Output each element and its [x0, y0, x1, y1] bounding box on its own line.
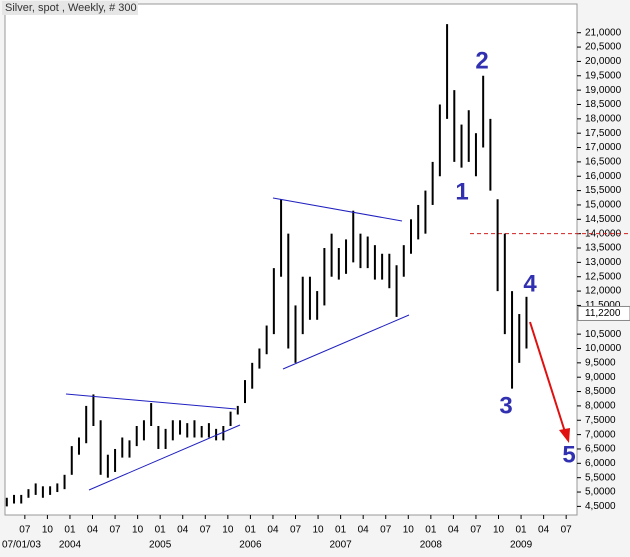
- y-tick-label: 6,5000: [585, 444, 616, 455]
- x-tick-label: 07: [561, 525, 573, 536]
- x-tick-label: 10: [222, 525, 234, 536]
- year-label: 2007: [329, 540, 352, 551]
- y-tick-label: 10,0000: [585, 343, 622, 354]
- y-tick-label: 13,5000: [585, 243, 622, 254]
- x-tick-label: 01: [155, 525, 167, 536]
- y-tick-label: 17,5000: [585, 128, 622, 139]
- x-tick-label: 10: [313, 525, 325, 536]
- y-tick-label: 8,0000: [585, 401, 616, 412]
- y-tick-label: 18,5000: [585, 99, 622, 110]
- arrow: [529, 321, 566, 433]
- x-tick-label: 04: [358, 525, 370, 536]
- year-label: 2006: [239, 540, 262, 551]
- y-tick-label: 16,5000: [585, 157, 622, 168]
- y-tick-label: 12,0000: [585, 286, 622, 297]
- y-tick-label: 17,0000: [585, 142, 622, 153]
- y-tick-label: 6,0000: [585, 458, 616, 469]
- year-label: 2004: [59, 540, 82, 551]
- wave-label: 2: [475, 47, 488, 74]
- year-label: 2009: [510, 540, 533, 551]
- wave-label: 5: [562, 441, 575, 468]
- chart-title: Silver, spot , Weekly, # 300: [5, 2, 137, 14]
- x-tick-label: 01: [64, 525, 76, 536]
- y-tick-label: 18,0000: [585, 113, 622, 124]
- wave-label: 4: [523, 270, 537, 297]
- y-tick-label: 10,5000: [585, 329, 622, 340]
- x-tick-label: 10: [132, 525, 144, 536]
- y-tick-label: 16,0000: [585, 171, 622, 182]
- trend-line: [282, 314, 410, 370]
- trend-line: [65, 393, 237, 410]
- y-tick-label: 13,0000: [585, 257, 622, 268]
- title-box: [2, 1, 138, 15]
- x-tick-label: 04: [538, 525, 550, 536]
- y-tick-label: 15,0000: [585, 200, 622, 211]
- y-tick-label: 20,0000: [585, 56, 622, 67]
- start-date-label: 07/01/03: [2, 540, 41, 551]
- wave-label: 1: [455, 178, 468, 205]
- trend-line: [272, 197, 403, 222]
- wave-label: 3: [499, 392, 512, 419]
- x-tick-label: 07: [380, 525, 392, 536]
- x-tick-label: 10: [493, 525, 505, 536]
- x-tick-label: 01: [335, 525, 347, 536]
- marks: 4,5000 5,0000 5,5000 6,0000 6,5000 7,0000 7,50…: [5, 24, 630, 551]
- y-tick-label: 12,5000: [585, 271, 622, 282]
- year-label: 2008: [420, 540, 443, 551]
- x-tick-label: 01: [245, 525, 257, 536]
- y-tick-label: 15,5000: [585, 185, 622, 196]
- x-tick-label: 04: [87, 525, 99, 536]
- x-tick-label: 01: [516, 525, 528, 536]
- x-tick-label: 07: [470, 525, 482, 536]
- y-tick-label: 7,5000: [585, 415, 616, 426]
- x-tick-label: 04: [267, 525, 279, 536]
- x-tick-label: 07: [290, 525, 302, 536]
- y-tick-label: 21,0000: [585, 27, 622, 38]
- x-tick-label: 07: [19, 525, 31, 536]
- x-tick-label: 07: [200, 525, 212, 536]
- last-price-box: [577, 305, 630, 321]
- y-tick-label: 9,0000: [585, 372, 616, 383]
- x-tick-label: 10: [403, 525, 415, 536]
- year-label: 2005: [149, 540, 172, 551]
- trend-line: [88, 424, 241, 491]
- x-tick-label: 04: [448, 525, 460, 536]
- y-tick-label: 9,5000: [585, 357, 616, 368]
- y-tick-label: 19,5000: [585, 70, 622, 81]
- last-price-label: 11,2200: [585, 308, 621, 319]
- y-tick-label: 11,5000: [585, 300, 621, 311]
- y-tick-label: 20,5000: [585, 42, 622, 53]
- x-tick-label: 01: [425, 525, 437, 536]
- arrow-head: [559, 428, 570, 443]
- y-tick-label: 4,5000: [585, 501, 616, 512]
- x-tick-label: 10: [42, 525, 54, 536]
- plot-area: [4, 3, 578, 516]
- y-tick-label: 14,5000: [585, 214, 622, 225]
- y-tick-label: 8,5000: [585, 386, 616, 397]
- x-tick-label: 04: [177, 525, 189, 536]
- y-tick-label: 19,0000: [585, 85, 622, 96]
- x-tick-label: 07: [110, 525, 122, 536]
- y-tick-label: 5,5000: [585, 472, 616, 483]
- y-tick-label: 7,0000: [585, 429, 616, 440]
- y-tick-label: 5,0000: [585, 487, 616, 498]
